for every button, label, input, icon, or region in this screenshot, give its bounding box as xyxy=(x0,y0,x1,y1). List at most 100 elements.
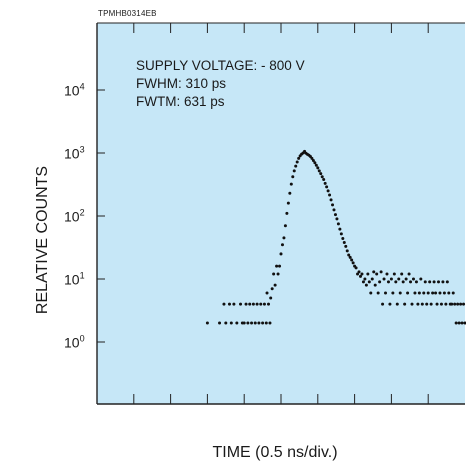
data-point xyxy=(376,291,380,295)
data-point xyxy=(288,191,292,195)
data-point xyxy=(347,253,351,257)
annotation-fwtm: FWTM: 631 ps xyxy=(136,94,225,109)
data-point xyxy=(251,302,255,306)
data-point xyxy=(404,277,408,281)
data-point xyxy=(438,291,442,295)
data-point xyxy=(268,321,272,325)
data-point xyxy=(409,280,413,284)
data-point xyxy=(335,217,339,221)
x-axis-label: TIME (0.5 ns/div.) xyxy=(212,444,338,461)
data-point xyxy=(269,296,273,300)
data-point xyxy=(285,211,289,215)
data-point xyxy=(319,172,323,176)
data-point xyxy=(322,177,326,181)
data-point xyxy=(350,258,354,262)
data-point xyxy=(317,169,321,173)
data-point xyxy=(332,208,336,212)
y-tick-label-1e4: 104 xyxy=(64,81,85,99)
y-axis-label: RELATIVE COUNTS xyxy=(34,165,51,315)
data-point xyxy=(328,193,332,197)
data-point xyxy=(275,264,279,268)
data-point xyxy=(294,164,298,168)
data-point xyxy=(460,321,464,325)
data-point xyxy=(235,321,239,325)
data-point xyxy=(262,302,266,306)
data-point xyxy=(419,277,423,281)
data-point xyxy=(372,270,376,274)
y-tick-label-1e1: 101 xyxy=(64,270,85,288)
data-point xyxy=(397,277,401,281)
data-point xyxy=(272,272,276,276)
data-point xyxy=(367,280,371,284)
data-point xyxy=(326,189,330,193)
data-point xyxy=(363,277,367,281)
data-point xyxy=(375,272,379,276)
data-point xyxy=(423,280,427,284)
data-point xyxy=(384,291,388,295)
data-point xyxy=(432,280,436,284)
data-point xyxy=(388,302,392,306)
data-point xyxy=(364,283,368,287)
data-point xyxy=(354,266,358,270)
y-tick-label-1e0: 100 xyxy=(64,333,85,351)
y-tick-label-1e3: 103 xyxy=(64,144,85,162)
data-point xyxy=(257,321,261,325)
data-point xyxy=(422,291,426,295)
data-point xyxy=(425,302,429,306)
data-point xyxy=(357,270,361,274)
data-point xyxy=(232,302,236,306)
data-point xyxy=(429,302,433,306)
data-point xyxy=(276,272,280,276)
data-point xyxy=(410,302,414,306)
document-code: TPMHB0314EB xyxy=(98,9,157,18)
data-point xyxy=(224,321,228,325)
data-point xyxy=(366,272,370,276)
data-point xyxy=(266,302,270,306)
data-point xyxy=(358,274,362,278)
data-point xyxy=(314,163,318,167)
data-point xyxy=(462,302,466,306)
data-point xyxy=(356,272,360,276)
data-point xyxy=(348,255,352,259)
data-point xyxy=(457,321,461,325)
data-point xyxy=(282,236,286,240)
data-point xyxy=(338,227,342,231)
data-point xyxy=(456,302,460,306)
data-point xyxy=(244,302,248,306)
data-point xyxy=(339,232,343,236)
data-point xyxy=(444,302,448,306)
data-point xyxy=(450,302,454,306)
data-point xyxy=(369,291,373,295)
data-point xyxy=(407,272,411,276)
data-point xyxy=(313,161,317,165)
y-tick-label-1e2: 102 xyxy=(64,207,85,225)
data-point xyxy=(279,252,283,256)
data-point xyxy=(289,182,293,186)
data-point xyxy=(428,280,432,284)
data-point xyxy=(329,198,333,202)
data-point xyxy=(361,280,365,284)
data-point xyxy=(222,302,226,306)
data-point xyxy=(344,244,348,248)
data-point xyxy=(406,291,410,295)
data-point xyxy=(242,321,246,325)
data-point xyxy=(342,240,346,244)
data-point xyxy=(386,280,390,284)
data-point xyxy=(441,280,445,284)
data-point xyxy=(320,175,324,179)
data-point xyxy=(454,321,458,325)
data-point xyxy=(403,302,407,306)
data-point xyxy=(451,291,455,295)
data-point xyxy=(398,291,402,295)
data-point xyxy=(453,302,457,306)
data-point xyxy=(413,291,417,295)
data-point xyxy=(295,160,299,164)
data-point xyxy=(311,159,315,163)
data-point xyxy=(351,261,355,265)
data-point xyxy=(341,236,345,240)
data-point xyxy=(248,302,252,306)
plot-area xyxy=(97,23,465,404)
data-point xyxy=(382,277,386,281)
data-point xyxy=(261,321,265,325)
annotation-fwhm: FWHM: 310 ps xyxy=(136,76,227,91)
